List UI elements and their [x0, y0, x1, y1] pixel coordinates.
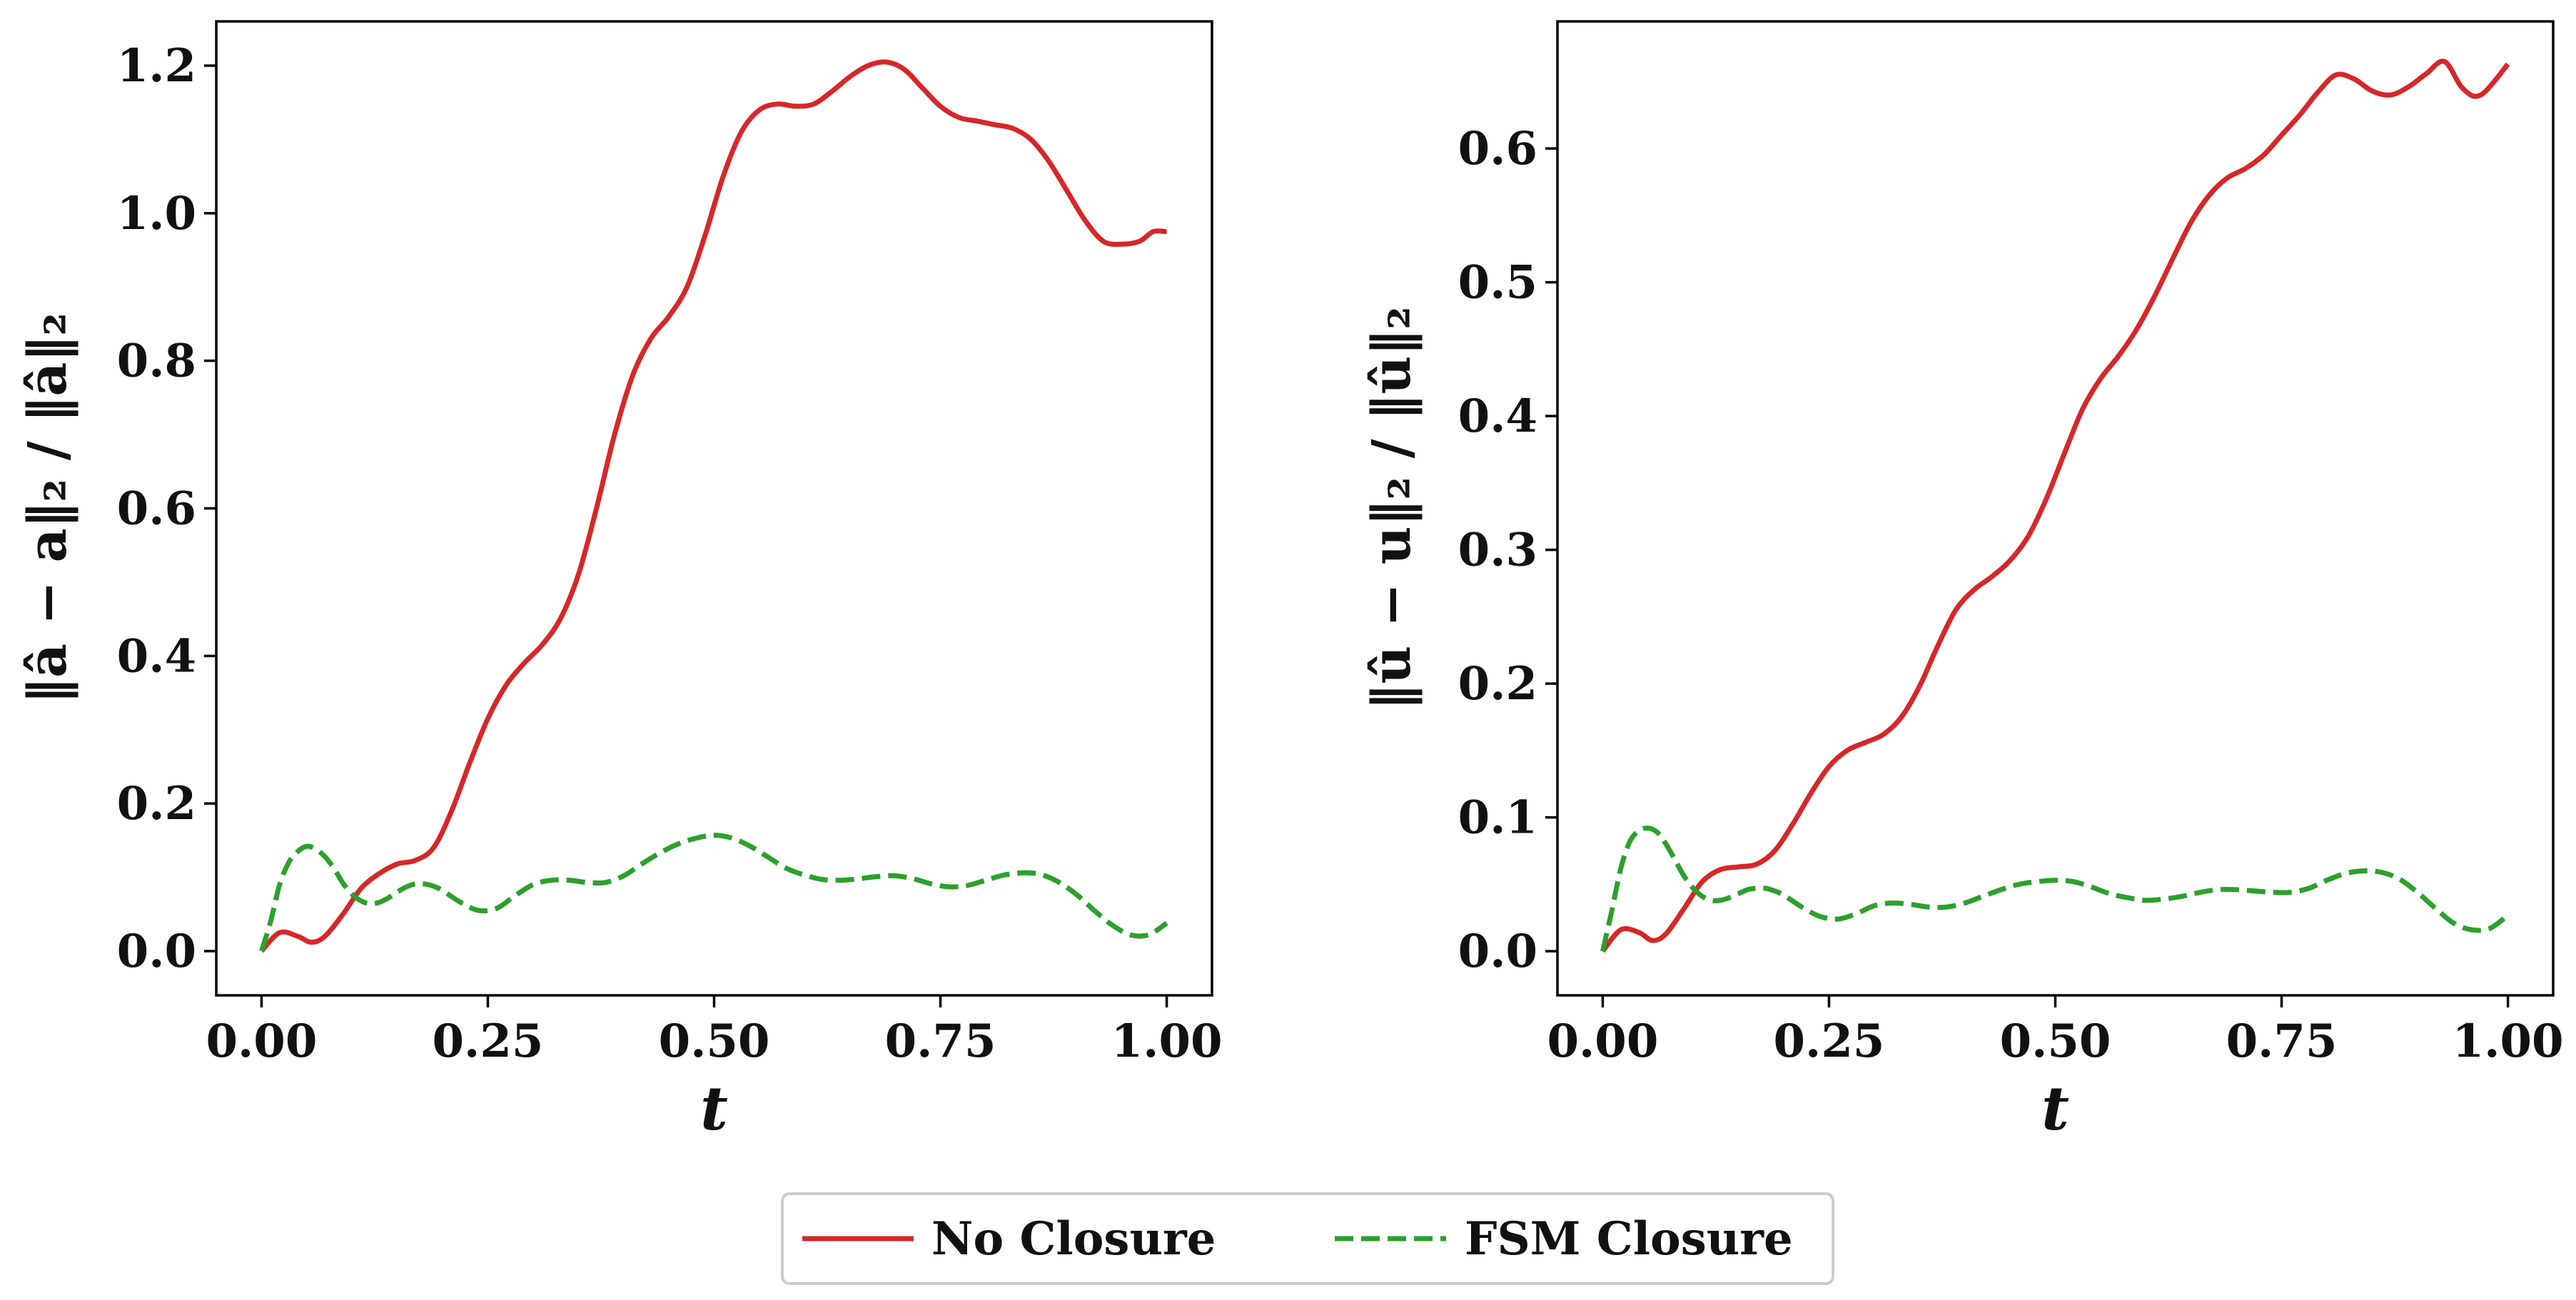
y-tick-label: 1.0	[117, 187, 196, 240]
y-tick-label: 0.3	[1458, 524, 1537, 577]
x-tick-label: 0.25	[1774, 1015, 1885, 1068]
y-tick-label: 0.1	[1458, 791, 1537, 845]
x-tick-label: 0.75	[2226, 1015, 2338, 1068]
y-tick-label: 0.5	[1458, 256, 1537, 310]
x-tick-label: 0.75	[885, 1015, 996, 1068]
series-line-no-closure	[1600, 59, 2510, 953]
series-line-no-closure	[259, 59, 1167, 953]
legend-label-no-closure: No Closure	[931, 1212, 1216, 1266]
x-tick-label: 0.50	[659, 1015, 770, 1068]
y-axis-label: ‖â − a‖₂ / ‖â‖₂	[17, 313, 79, 704]
y-tick-label: 0.6	[117, 482, 196, 536]
y-tick-label: 1.2	[117, 39, 196, 93]
legend-frame	[781, 1192, 1834, 1285]
y-tick-label: 0.4	[117, 629, 196, 683]
axes-frame	[1556, 20, 2555, 997]
y-tick-label: 0.8	[117, 335, 196, 388]
y-tick-label: 0.0	[117, 925, 196, 978]
x-tick-label: 0.50	[2000, 1015, 2111, 1068]
series-line-fsm-closure	[259, 833, 1168, 952]
axes-frame	[215, 20, 1213, 997]
legend: No Closure FSM Closure	[781, 1192, 1834, 1285]
x-tick-label: 1.00	[1111, 1015, 1223, 1068]
y-tick-label: 0.4	[1458, 390, 1537, 443]
x-tick-label: 0.00	[1547, 1015, 1658, 1068]
x-tick-label: 0.25	[433, 1015, 544, 1068]
y-tick-label: 0.0	[1458, 925, 1537, 978]
y-tick-label: 0.6	[1458, 122, 1537, 176]
right-panel-error-u: 0.00 0.25 0.50 0.75 1.00 0.0 0.1 0.2 0.3 0.4 0.5 0.…	[1361, 20, 2564, 1144]
x-tick-label: 1.00	[2453, 1015, 2564, 1068]
x-axis-label: t	[2041, 1073, 2069, 1144]
left-panel-error-a: 0.00 0.25 0.50 0.75 1.00 0.0 0.2 0.4 0.6 0.8 1.0 1.…	[17, 20, 1223, 1144]
x-tick-label: 0.00	[206, 1015, 317, 1068]
legend-label-fsm-closure: FSM Closure	[1465, 1212, 1793, 1266]
y-tick-label: 0.2	[117, 777, 196, 831]
y-axis-label: ‖û − u‖₂ / ‖û‖₂	[1361, 306, 1423, 710]
x-axis-label: t	[700, 1073, 728, 1144]
series-line-fsm-closure	[1600, 826, 2510, 952]
y-tick-label: 0.2	[1458, 657, 1537, 711]
